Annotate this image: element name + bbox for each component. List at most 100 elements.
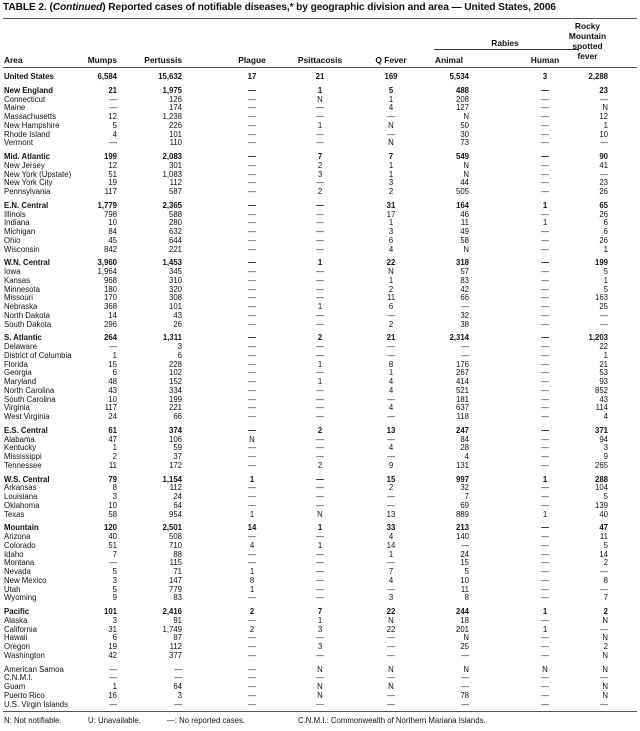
cell-rmsf: N <box>602 682 608 691</box>
cell-mumps: 19 <box>108 178 117 188</box>
cell-rabies-animal: 78 <box>460 690 469 700</box>
cell-q-fever: 2 <box>388 187 394 196</box>
cell-q-fever: N <box>388 120 394 130</box>
cell-rmsf: 265 <box>594 460 608 470</box>
cell-psittacosis: — <box>316 368 324 378</box>
cell-psittacosis: N <box>317 690 323 700</box>
table-row: Vermont — 110 — — N 73 — — <box>0 138 640 147</box>
cell-rabies-animal: 84 <box>460 434 469 444</box>
cell-psittacosis: — <box>316 434 324 444</box>
cell-q-fever: — <box>387 699 395 709</box>
cell-mumps: 1 <box>112 682 117 691</box>
cell-psittacosis: — <box>316 319 324 329</box>
cell-pertussis: 101 <box>168 129 182 139</box>
cell-mumps: 6 <box>112 633 117 643</box>
cell-mumps: 12 <box>108 160 117 170</box>
cell-mumps: 11 <box>108 460 117 470</box>
cell-rabies-animal: N <box>463 244 469 254</box>
cell-area: New York City <box>4 178 53 188</box>
cell-plague: — <box>248 169 256 179</box>
cell-rabies-animal: N <box>463 633 469 643</box>
cell-plague: — <box>248 227 256 236</box>
header-mumps: Mumps <box>87 55 117 65</box>
cell-psittacosis: — <box>316 474 324 484</box>
cell-mumps: 9 <box>112 593 117 603</box>
cell-mumps: 170 <box>103 293 117 303</box>
cell-mumps: 6,584 <box>97 72 117 81</box>
cell-area: Nebraska <box>4 302 38 311</box>
cell-rabies-animal: — <box>461 682 469 691</box>
header-animal: Animal <box>435 55 463 65</box>
cell-q-fever: 15 <box>386 474 396 484</box>
cell-rabies-animal: — <box>461 650 469 660</box>
cell-area: Washington <box>4 650 45 660</box>
cell-rabies-human: — <box>541 500 549 510</box>
cell-mumps: 61 <box>108 425 117 435</box>
cell-rabies-human: — <box>541 178 549 188</box>
cell-rabies-animal: 4 <box>464 452 469 461</box>
cell-pertussis: 112 <box>169 178 182 188</box>
division-row: Mountain 120 2,501 14 1 33 213 — 47 <box>0 523 640 532</box>
cell-pertussis: 199 <box>168 394 182 404</box>
cell-psittacosis: — <box>316 650 324 660</box>
cell-rabies-animal: 46 <box>460 209 469 219</box>
cell-rabies-animal: — <box>461 350 469 360</box>
cell-rabies-animal: 213 <box>455 523 469 533</box>
cell-psittacosis: 3 <box>317 624 323 634</box>
cell-q-fever: 6 <box>388 302 394 311</box>
table-row: Washington 42 377 — — — — — N <box>0 651 640 660</box>
cell-psittacosis: — <box>316 112 324 121</box>
cell-plague: — <box>248 425 256 435</box>
cell-rmsf: 199 <box>594 258 608 268</box>
cell-q-fever: N <box>388 615 394 625</box>
cell-pertussis: — <box>174 699 182 709</box>
cell-area: C.N.M.I. <box>4 673 33 683</box>
title-continued: Continued <box>52 2 103 13</box>
cell-psittacosis: — <box>316 558 324 568</box>
cell-rmsf: 5 <box>603 284 608 294</box>
cell-rmsf: 2 <box>603 607 608 616</box>
cell-plague: — <box>248 673 256 683</box>
cell-mumps: 199 <box>103 152 117 161</box>
table-row: Delaware — 3 — — — — — 22 <box>0 342 640 351</box>
cell-rmsf: 47 <box>599 523 608 533</box>
cell-area: Maryland <box>4 377 37 386</box>
cell-rabies-human: — <box>541 310 549 320</box>
cell-plague: 14 <box>247 523 257 533</box>
header-pertussis: Pertussis <box>144 55 182 65</box>
cell-pertussis: 1,154 <box>162 474 182 484</box>
cell-psittacosis: — <box>316 549 324 559</box>
cell-pertussis: 152 <box>168 377 182 386</box>
cell-q-fever: — <box>387 500 395 510</box>
cell-mumps: 296 <box>103 319 117 329</box>
cell-rabies-animal: N <box>463 112 469 121</box>
cell-plague: 2 <box>249 607 255 616</box>
division-row: Mid. Atlantic 199 2,083 — 7 7 549 — 90 <box>0 152 640 161</box>
cell-plague: — <box>248 460 256 470</box>
cell-area: South Dakota <box>4 319 52 329</box>
cell-mumps: 16 <box>108 690 117 700</box>
cell-psittacosis: — <box>316 394 324 404</box>
cell-q-fever: 21 <box>386 333 396 343</box>
cell-rabies-human: — <box>541 650 549 660</box>
cell-q-fever: N <box>388 664 394 674</box>
cell-rabies-human: — <box>541 403 549 413</box>
cell-area: Florida <box>4 359 28 369</box>
cell-plague: — <box>248 218 256 228</box>
table-row: Rhode Island 4 101 — — — 30 — 10 <box>0 130 640 139</box>
table-row: West Virginia 24 66 — — — 118 — 4 <box>0 412 640 421</box>
cell-rabies-human: — <box>541 103 549 113</box>
cell-mumps: 1,964 <box>97 267 117 276</box>
cell-area: Mid. Atlantic <box>4 152 51 161</box>
cell-rabies-human: — <box>541 227 549 236</box>
cell-rmsf: N <box>602 615 608 625</box>
cell-rabies-animal: 244 <box>455 607 469 616</box>
cell-q-fever: 5 <box>388 85 394 95</box>
cell-psittacosis: — <box>316 350 324 360</box>
cell-psittacosis: 7 <box>317 152 323 161</box>
cell-area: Missouri <box>4 293 34 303</box>
cell-plague: — <box>248 85 256 95</box>
cell-psittacosis: — <box>316 532 324 541</box>
cell-pertussis: 508 <box>168 532 182 541</box>
cell-psittacosis: — <box>316 209 324 219</box>
